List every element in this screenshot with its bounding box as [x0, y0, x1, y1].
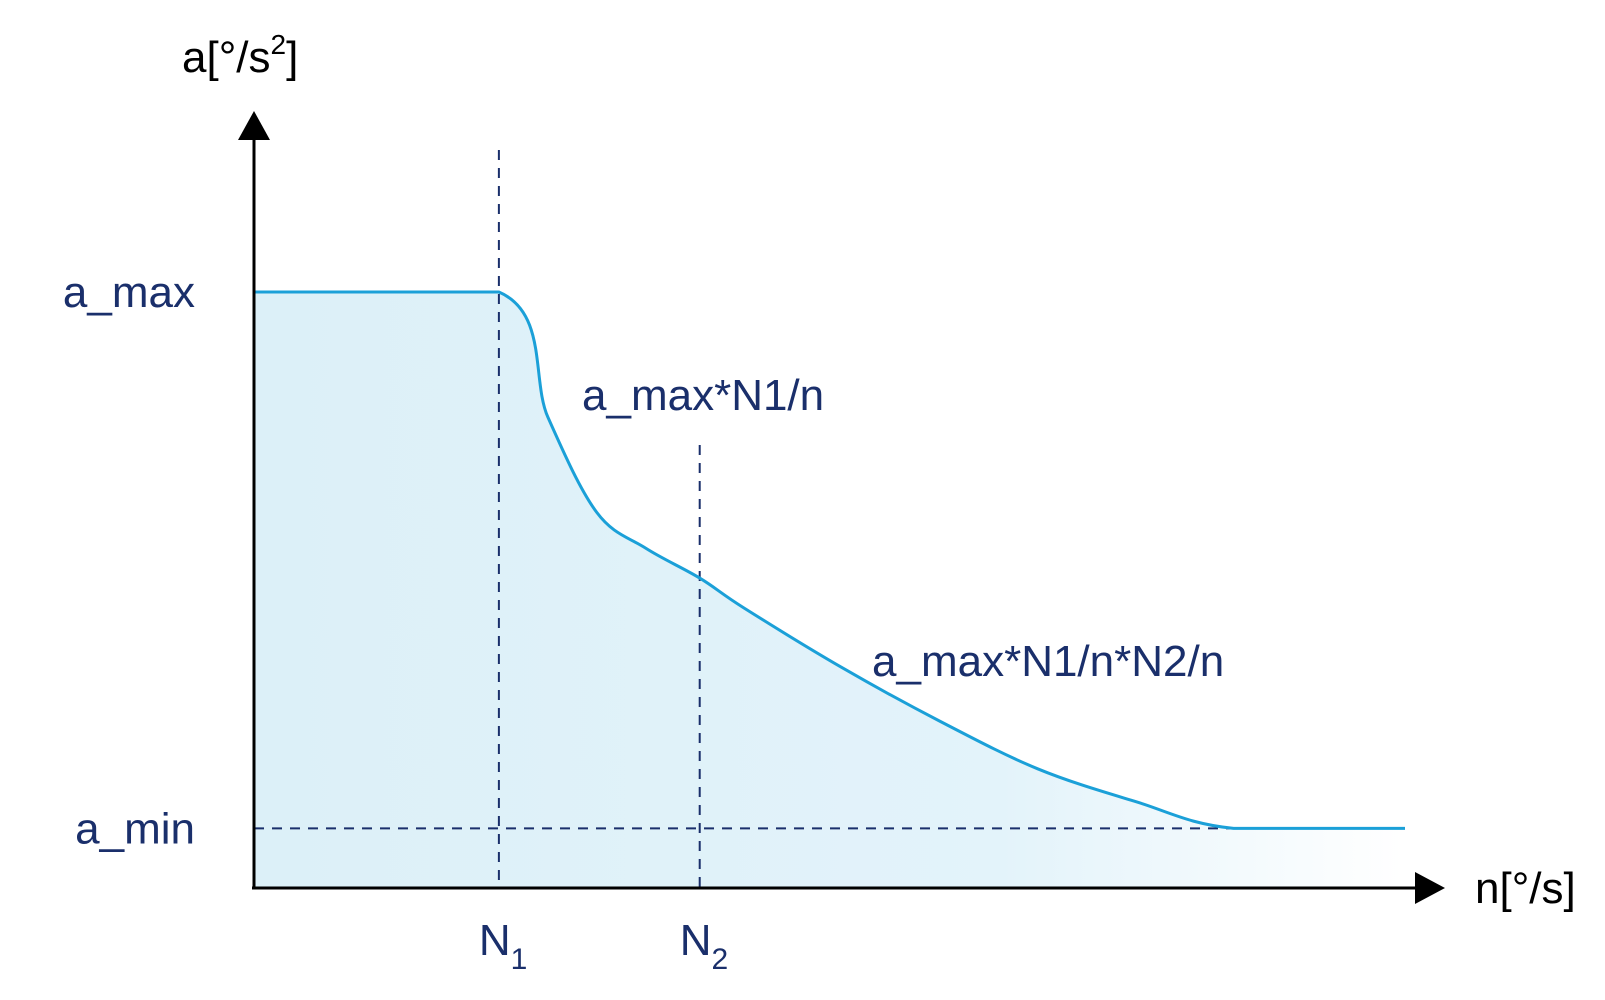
- x-tick-letter: N: [680, 916, 712, 965]
- y-tick-label-a-min: a_min: [75, 804, 195, 853]
- y-axis-arrow-icon: [238, 111, 270, 140]
- y-axis-title-end: ]: [286, 33, 298, 82]
- x-axis-arrow-icon: [1415, 872, 1445, 904]
- annotation-layer: a_max*N1/n a_max*N1/n*N2/n: [582, 371, 1224, 686]
- line-layer: [254, 290, 1405, 830]
- x-tick-label-n1: N1: [479, 916, 527, 976]
- series-line: [254, 290, 1405, 830]
- x-tick-label-n2: N2: [680, 916, 728, 976]
- x-tick-subscript: 2: [711, 943, 728, 976]
- annotation-segment-2: a_max*N1/n: [582, 371, 824, 420]
- y-axis-title-sup: 2: [271, 29, 287, 60]
- area-layer: [254, 292, 1405, 888]
- y-axis-title-base: a[°/s: [182, 33, 271, 82]
- y-axis-title: a[°/s2]: [182, 29, 298, 82]
- guide-layer: [254, 150, 1234, 888]
- x-axis-title: n[°/s]: [1475, 864, 1576, 913]
- x-tick-letter: N: [479, 916, 511, 965]
- y-tick-label-a-max: a_max: [63, 268, 195, 317]
- x-tick-subscript: 1: [511, 943, 528, 976]
- annotation-segment-3: a_max*N1/n*N2/n: [872, 637, 1224, 686]
- area-fill: [254, 292, 1405, 888]
